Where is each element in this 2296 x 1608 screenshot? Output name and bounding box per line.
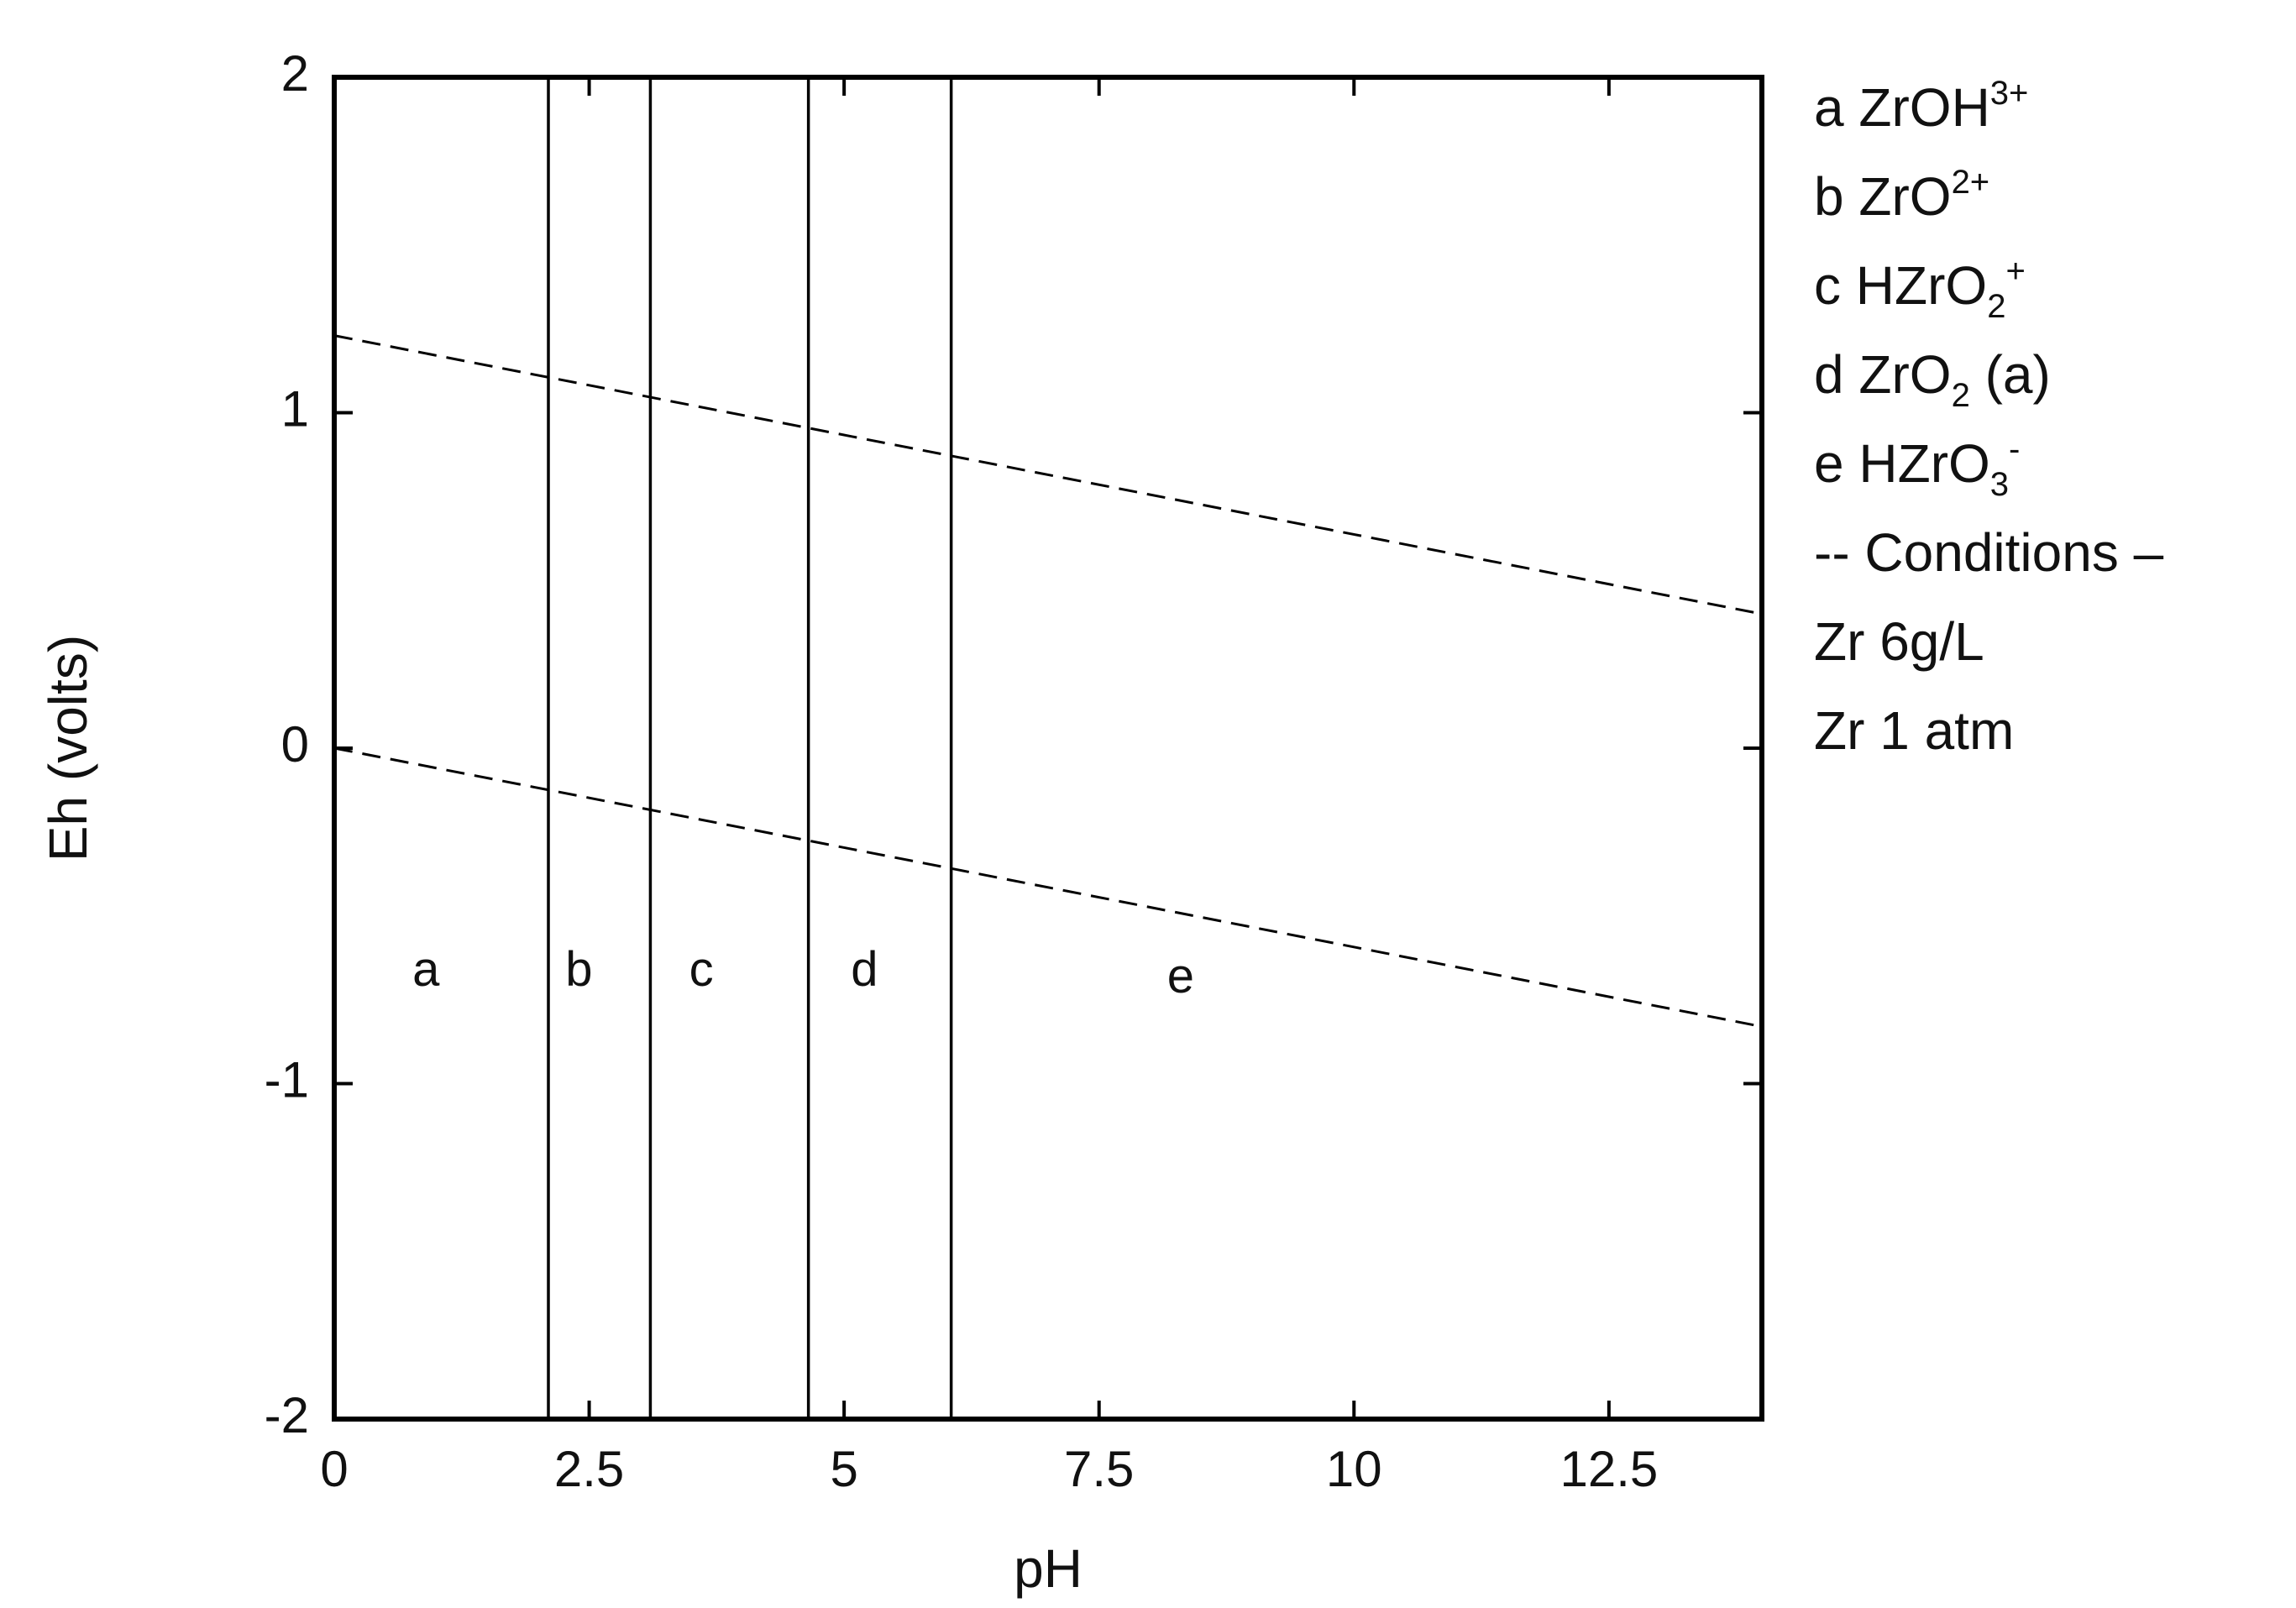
y-tick-label: -1 (265, 1051, 309, 1108)
y-tick-label: 1 (281, 380, 309, 437)
legend-entry-8: Zr 1 atm (1814, 700, 2014, 761)
legend-entry-2: b ZrO2+ (1814, 164, 1989, 227)
x-tick-label: 7.5 (1064, 1441, 1134, 1497)
region-label-b: b (565, 942, 592, 997)
legend-entry-1: a ZrOH3+ (1814, 75, 2028, 138)
legend-entry-7: Zr 6g/L (1814, 611, 1984, 672)
water-line-2 (333, 746, 1763, 1029)
x-tick-label: 5 (830, 1441, 857, 1497)
y-tick-label: -2 (265, 1387, 309, 1443)
legend-entry-3: c HZrO2+ (1814, 253, 2026, 325)
x-tick-label: 0 (320, 1441, 348, 1497)
legend: a ZrOH3+ b ZrO2+ c HZrO2+ d ZrO2 (a) e HZrO3… (1814, 75, 2164, 761)
region-label-d: d (851, 942, 878, 997)
x-axis-title: pH (1014, 1538, 1082, 1599)
region-label-e: e (1167, 949, 1194, 1003)
y-tick-label: 2 (281, 45, 309, 102)
x-tick-label: 12.5 (1559, 1441, 1658, 1497)
y-axis-title: Eh (volts) (38, 635, 98, 862)
y-tick-label: 0 (281, 716, 309, 773)
plot-layer: a b c d e (333, 77, 1763, 1419)
x-tick-label: 2.5 (554, 1441, 624, 1497)
region-label-a: a (412, 942, 440, 997)
legend-entry-6: -- Conditions – (1814, 522, 2164, 583)
water-line-1 (333, 334, 1763, 615)
legend-entry-5: e HZrO3- (1814, 431, 2020, 503)
x-tick-label: 10 (1326, 1441, 1382, 1497)
region-label-c: c (689, 942, 714, 997)
legend-entry-4: d ZrO2 (a) (1814, 344, 2051, 414)
